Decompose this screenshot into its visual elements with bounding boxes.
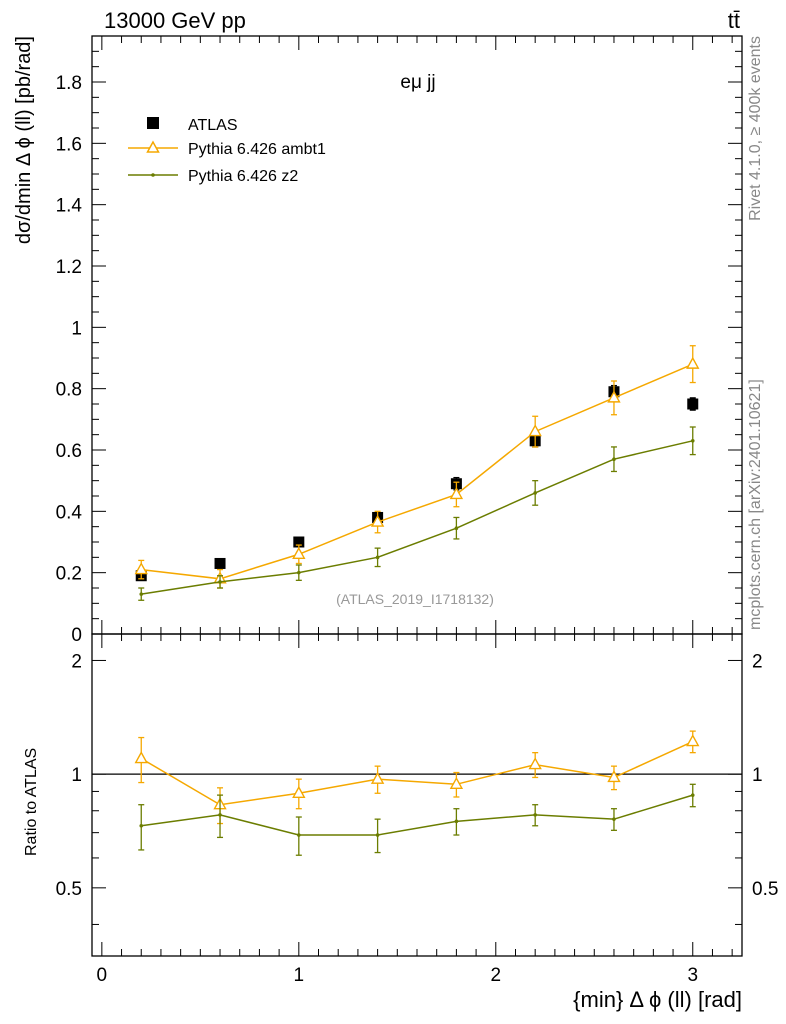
ratio-y-axis-title: Ratio to ATLAS	[23, 748, 40, 856]
data-point-pythia-6-426-ambt1	[607, 390, 621, 403]
data-point-pythia-6-426-z2	[297, 570, 301, 575]
ratio-point-pythia-6-426-ambt1	[134, 751, 148, 764]
main-y-axis-title: dσ/dmin Δ ϕ (ll) [pb/rad]	[13, 36, 35, 244]
data-point-pythia-6-426-ambt1	[449, 487, 464, 500]
ratio-point-pythia-6-426-z2	[297, 833, 301, 837]
ratio-point-pythia-6-426-z2	[454, 819, 459, 824]
ratio-line-pythia-6-426-z2	[141, 794, 693, 836]
series-line-pythia-6-426-z2	[141, 440, 693, 595]
ratio-point-pythia-6-426-ambt1	[686, 734, 700, 747]
process-label: tt̄	[728, 8, 740, 33]
ratio-point-pythia-6-426-z2	[139, 823, 144, 828]
ratio-panel-frame	[91, 633, 743, 957]
rivet-version-label: Rivet 4.1.0, ≥ 400k events	[747, 36, 764, 221]
ratio-point-pythia-6-426-z2	[533, 813, 537, 817]
data-point-atlas	[687, 398, 699, 410]
data-point-pythia-6-426-ambt1	[528, 424, 542, 437]
x-axis-title: {min} Δ ϕ (ll) [rad]	[573, 987, 742, 1012]
ratio-point-pythia-6-426-z2	[690, 793, 695, 797]
plot-title: eμ jj	[400, 72, 435, 93]
legend-z2-marker	[151, 173, 155, 177]
data-point-pythia-6-426-z2	[454, 526, 459, 530]
data-point-atlas	[214, 557, 226, 569]
data-point-pythia-6-426-ambt1	[370, 514, 385, 527]
data-point-pythia-6-426-z2	[612, 457, 616, 462]
legend-atlas-marker	[147, 117, 159, 129]
ratio-point-pythia-6-426-z2	[612, 817, 616, 821]
ratio-y-tick-label-right: 2	[752, 651, 763, 672]
y-tick-label: 1	[71, 318, 82, 339]
mcplots-source-label: mcplots.cern.ch [arXiv:2401.10621]	[747, 379, 764, 630]
y-tick-label: 1.4	[56, 196, 83, 217]
main-axis-ticks: 0 0.2 0.4 0.6 0.8 1 1.2 1.4 1.6 1.8	[56, 35, 742, 646]
ratio-y-tick-label: 2	[71, 651, 82, 672]
ratio-y-tick-label-right: 0.5	[752, 879, 778, 900]
data-point-pythia-6-426-z2	[375, 555, 380, 560]
ratio-y-tick-label: 1	[71, 765, 82, 786]
legend-ambt1-label: Pythia 6.426 ambt1	[188, 141, 326, 158]
x-tick-label: 3	[687, 965, 698, 986]
y-tick-label: 0.4	[56, 502, 83, 523]
ratio-point-pythia-6-426-ambt1	[370, 771, 385, 784]
legend-z2-label: Pythia 6.426 z2	[188, 168, 298, 185]
data-point-pythia-6-426-ambt1	[686, 356, 700, 369]
y-tick-label: 0.8	[56, 380, 82, 401]
legend: ATLAS Pythia 6.426 ambt1 Pythia 6.426 z2	[128, 117, 326, 185]
ratio-point-pythia-6-426-z2	[218, 813, 222, 817]
series-line-pythia-6-426-ambt1	[141, 363, 694, 580]
ratio-data-series	[134, 730, 700, 856]
energy-label: 13000 GeV pp	[104, 8, 246, 33]
x-tick-label: 1	[294, 965, 305, 986]
ratio-axis-ticks: 0.5 0.5 1 1 2 2 0 1 2 3	[56, 634, 778, 986]
data-point-atlas	[293, 536, 305, 548]
ratio-point-pythia-6-426-ambt1	[449, 776, 464, 789]
ratio-point-pythia-6-426-z2	[375, 833, 380, 837]
data-point-pythia-6-426-z2	[690, 439, 695, 443]
main-data-series	[134, 345, 700, 601]
ratio-line-pythia-6-426-ambt1	[140, 740, 694, 806]
y-tick-label: 1.2	[56, 257, 82, 278]
y-tick-label: 1.8	[56, 73, 82, 94]
ratio-point-pythia-6-426-ambt1	[292, 785, 306, 798]
data-point-pythia-6-426-z2	[139, 592, 144, 596]
analysis-id-label: (ATLAS_2019_I1718132)	[336, 591, 494, 607]
legend-atlas-label: ATLAS	[188, 117, 238, 134]
ratio-point-pythia-6-426-ambt1	[607, 770, 621, 783]
y-tick-label: 0.2	[56, 564, 82, 585]
legend-ambt1-marker	[146, 140, 160, 153]
x-tick-label: 2	[490, 965, 501, 986]
ratio-y-tick-label-right: 1	[752, 765, 763, 786]
x-tick-label: 0	[97, 965, 108, 986]
y-tick-label: 0.6	[56, 441, 82, 462]
ratio-point-pythia-6-426-ambt1	[528, 757, 542, 770]
data-point-pythia-6-426-z2	[533, 491, 537, 495]
data-point-pythia-6-426-z2	[218, 580, 222, 584]
y-tick-label: 1.6	[56, 134, 82, 155]
ratio-y-tick-label: 0.5	[56, 879, 82, 900]
data-point-pythia-6-426-ambt1	[292, 546, 306, 559]
y-tick-label: 0	[71, 625, 82, 646]
data-point-pythia-6-426-ambt1	[134, 562, 148, 575]
